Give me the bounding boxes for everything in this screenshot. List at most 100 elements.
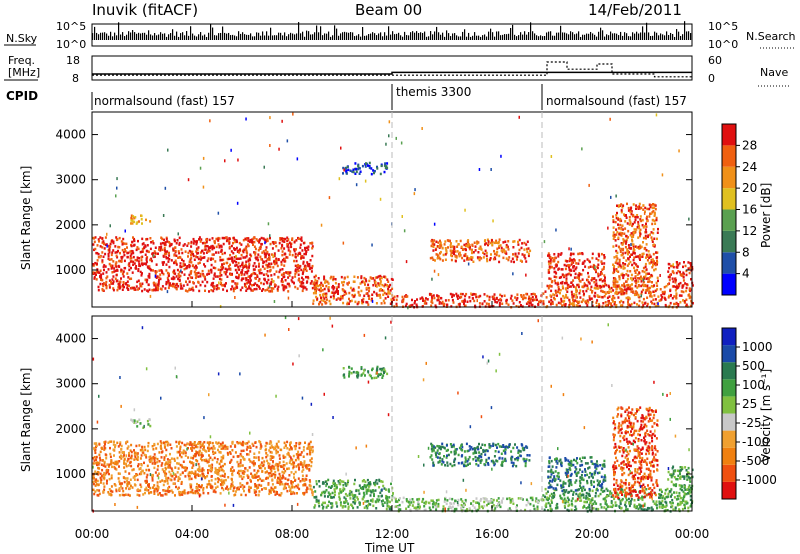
echo-cell (499, 293, 502, 297)
echo-cell (625, 291, 628, 295)
echo-cell (221, 486, 224, 490)
echo-cell (625, 259, 628, 262)
echo-cell (614, 280, 617, 284)
noise-bar (140, 33, 142, 40)
echo-cell (295, 259, 298, 263)
echo-cell (348, 291, 351, 295)
echo-cell (461, 256, 464, 260)
echo-cell (92, 480, 95, 483)
echo-cell (264, 444, 267, 448)
echo-cell (525, 260, 528, 263)
echo-cell (147, 274, 150, 278)
noise-bar (268, 35, 270, 40)
echo-cell (110, 253, 113, 257)
echo-cell (650, 273, 653, 277)
echo-cell (625, 284, 628, 287)
echo-cell (132, 476, 135, 479)
echo-cell (224, 447, 227, 451)
echo-cell (199, 272, 202, 276)
noise-bar (228, 32, 230, 40)
noise-bar (194, 35, 196, 40)
noise-bar (360, 36, 362, 40)
echo-cell (219, 271, 222, 275)
noise-bar (628, 36, 630, 40)
echo-cell (129, 250, 132, 253)
noise-bar (446, 30, 448, 40)
echo-cell (651, 281, 653, 284)
echo-cell (307, 245, 310, 248)
echo-cell (450, 254, 452, 257)
echo-cell (453, 294, 455, 297)
echo-cell (449, 244, 452, 247)
echo-scatter (281, 119, 283, 123)
echo-cell (251, 289, 254, 292)
echo-cell (270, 489, 273, 492)
echo-cell (264, 467, 266, 470)
echo-cell (193, 441, 196, 444)
echo-cell (131, 468, 134, 472)
noise-bar (156, 35, 158, 40)
echo-cell (478, 258, 481, 262)
echo-cell (203, 458, 206, 462)
echo-cell (116, 268, 119, 272)
echo-cell (174, 259, 177, 262)
echo-cell (246, 445, 249, 449)
echo-cell (293, 241, 296, 244)
noise-bar (124, 36, 126, 40)
echo-cell (170, 457, 173, 460)
echo-cell (195, 264, 197, 268)
echo-cell (198, 261, 201, 264)
echo-cell (275, 451, 278, 455)
echo-cell (533, 293, 536, 296)
echo-cell (199, 457, 202, 460)
echo-cell (223, 445, 226, 448)
echo-cell (113, 483, 116, 486)
echo-cell (598, 302, 600, 306)
echo-cell (310, 446, 313, 449)
echo-scatter (388, 134, 390, 138)
echo-cell (624, 245, 627, 249)
echo-cell (245, 266, 248, 270)
echo-cell (340, 275, 343, 279)
noise-bar (348, 32, 350, 40)
echo-cell (614, 220, 617, 224)
echo-cell (309, 440, 312, 444)
echo-cell (276, 479, 279, 482)
echo-cell (193, 472, 196, 475)
echo-cell (166, 440, 169, 444)
nave-tick-top: 60 (708, 54, 722, 67)
echo-scatter (610, 195, 612, 199)
echo-cell (646, 219, 649, 223)
echo-cell (256, 256, 259, 259)
echo-cell (256, 283, 258, 287)
noise-bar (160, 32, 162, 40)
echo-cell (517, 240, 519, 244)
echo-cell (375, 292, 378, 295)
echo-cell (458, 302, 461, 306)
echo-cell (447, 299, 450, 302)
echo-cell (117, 477, 120, 480)
echo-cell (616, 251, 619, 255)
noise-bar (648, 32, 650, 40)
echo-cell (254, 483, 257, 486)
echo-cell (281, 280, 284, 283)
echo-cell (229, 253, 232, 257)
echo-cell (235, 275, 238, 279)
echo-cell (501, 250, 504, 254)
echo-cell (138, 264, 141, 267)
echo-cell (257, 486, 260, 489)
echo-cell (121, 255, 124, 259)
echo-cell (234, 268, 237, 272)
noise-bar (488, 31, 490, 40)
echo-cell (271, 478, 274, 481)
noise-bar (346, 32, 348, 40)
echo-cell (247, 244, 250, 248)
echo-cell (309, 453, 312, 456)
echo-cell (264, 471, 267, 474)
echo-cell (638, 299, 641, 303)
echo-cell (341, 296, 344, 300)
echo-cell (478, 247, 481, 250)
echo-cell (107, 257, 110, 260)
echo-cell (425, 297, 427, 300)
echo-cell (272, 287, 275, 290)
